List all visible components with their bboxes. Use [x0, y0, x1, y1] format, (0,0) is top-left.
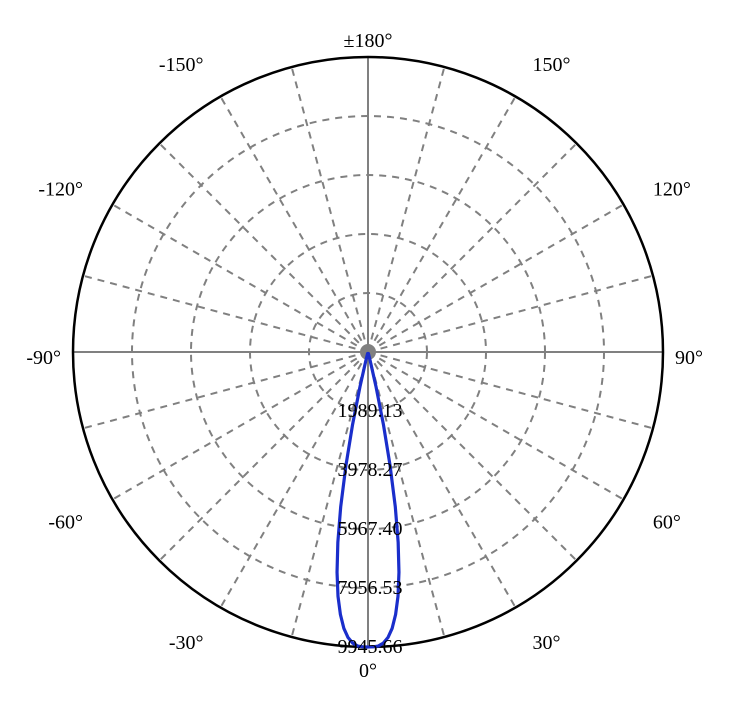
radial-label: 3978.27 [338, 459, 403, 481]
radial-label: 7956.53 [338, 577, 403, 599]
radial-label: 5967.40 [338, 518, 403, 540]
angle-label: 90° [675, 347, 703, 369]
angle-label: ±180° [344, 30, 393, 52]
angle-label: -60° [48, 512, 83, 534]
angle-label: -30° [169, 632, 204, 654]
radial-label: 9945.66 [338, 636, 403, 658]
angle-label: 150° [533, 54, 571, 76]
angle-label: 0° [359, 660, 377, 682]
angle-label: 30° [533, 632, 561, 654]
polar-chart: ±180° 150° 120° 90° 60° 30° 0° -30° -60° -90° -120… [0, 0, 737, 702]
angle-label: -150° [159, 54, 204, 76]
angle-label: -120° [38, 179, 83, 201]
radial-label: 1989.13 [338, 400, 403, 422]
angle-label: 120° [653, 179, 691, 201]
angle-label: 60° [653, 512, 681, 534]
angle-label: -90° [26, 347, 61, 369]
